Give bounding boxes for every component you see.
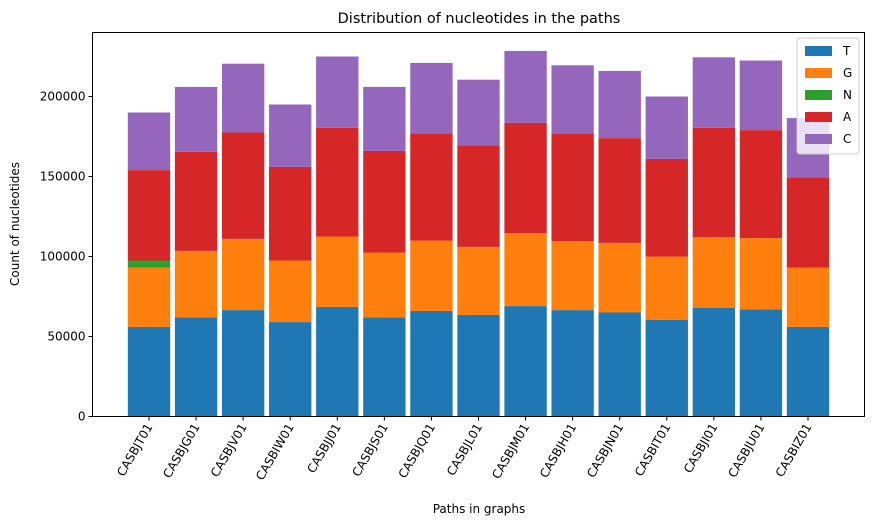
bar-t-casbiz01 [786,326,830,417]
legend-swatch-a [805,112,832,122]
bar-a-casbiw01 [269,166,312,261]
bar-t-casbjj01 [316,306,359,417]
bar-c-casbit01 [645,96,688,159]
bar-c-casbjq01 [410,62,453,134]
bar-t-casbjg01 [174,317,218,417]
bar-g-casbiz01 [786,267,830,327]
y-tick-label: 0 [78,410,86,424]
x-tick-label: CASBJG01 [160,421,202,480]
x-tick-label: CASBJN01 [584,421,626,480]
x-tick-label: CASBJH01 [537,421,579,480]
bar-g-casbiw01 [269,260,312,323]
bar-t-casbjq01 [410,310,453,417]
x-tick-label: CASBJV01 [208,421,250,480]
bar-t-casbjl01 [457,314,500,417]
bar-a-casbjm01 [504,122,547,234]
x-tick-label: CASBIT01 [632,421,673,479]
bar-a-casbjl01 [457,145,500,247]
bar-c-casbiw01 [269,104,312,167]
chart-title: Distribution of nucleotides in the paths [338,11,621,27]
x-axis-ticks: CASBJT01 CASBJG01 CASBJV01 CASBIW01 CASBJJ01… [114,416,815,483]
bar-a-casbji01 [692,127,736,238]
y-tick-label: 200000 [40,90,86,104]
legend-swatch-c [805,134,832,144]
bar-a-casbjh01 [551,133,594,242]
bar-c-casbjt01 [127,112,171,171]
bars-group [127,50,830,417]
plot-frame [92,32,865,417]
x-tick-label: CASBJL01 [444,421,485,478]
legend-swatch-t [805,46,832,56]
bar-c-casbjs01 [363,86,406,151]
x-tick-label: CASBJS01 [349,421,391,479]
bar-t-casbjn01 [598,312,641,417]
bar-c-casbjn01 [598,70,641,139]
x-tick-label: CASBJJ01 [304,421,344,475]
bar-g-casbjg01 [174,250,218,318]
legend-swatch-n [805,90,832,100]
bar-a-casbjg01 [174,151,218,251]
x-tick-label: CASBIW01 [253,421,297,483]
bar-c-casbjg01 [174,86,218,152]
bar-g-casbjj01 [316,236,359,307]
bar-c-casbju01 [739,60,783,131]
bar-g-casbjq01 [410,240,453,311]
bar-c-casbjj01 [316,56,359,128]
bar-a-casbjt01 [127,170,171,261]
bar-g-casbjn01 [598,242,641,313]
legend-label-c: C [843,132,851,146]
bar-a-casbju01 [739,130,783,239]
bar-a-casbjv01 [221,132,265,239]
x-tick-label: CASBJT01 [114,421,155,479]
bar-t-casbjv01 [221,310,265,417]
x-axis-label: Paths in graphs [433,502,526,516]
bar-a-casbjs01 [363,150,406,253]
legend-label-t: T [842,44,851,58]
y-axis-label: Count of nucleotides [8,162,22,286]
y-tick-label: 150000 [40,170,86,184]
bar-t-casbju01 [739,309,783,417]
bar-a-casbjn01 [598,138,641,243]
bar-g-casbjh01 [551,241,594,311]
x-tick-label: CASBJI01 [681,421,721,475]
bar-t-casbit01 [645,319,688,417]
bar-g-casbji01 [692,237,736,308]
bar-g-casbjt01 [127,267,171,327]
bar-c-casbjm01 [504,50,547,123]
y-tick-label: 100000 [40,250,86,264]
bar-t-casbjt01 [127,326,171,417]
bar-g-casbjv01 [221,238,265,311]
legend-label-g: G [843,66,852,80]
bar-c-casbjh01 [551,65,594,134]
bar-c-casbjl01 [457,79,500,146]
x-tick-label: CASBJM01 [489,421,532,481]
bar-g-casbjl01 [457,246,500,315]
legend-swatch-g [805,68,832,78]
bar-t-casbjh01 [551,310,594,417]
bar-g-casbit01 [645,256,688,320]
bar-t-casbji01 [692,307,736,417]
legend-label-n: N [843,88,852,102]
bar-t-casbjm01 [504,306,547,417]
bar-a-casbit01 [645,158,688,257]
x-tick-label: CASBJQ01 [396,421,438,481]
bar-t-casbjs01 [363,317,406,417]
y-tick-label: 50000 [47,330,85,344]
bar-t-casbiw01 [269,322,312,417]
bar-n-casbjt01 [127,260,171,268]
bar-g-casbju01 [739,238,783,310]
x-tick-label: CASBJU01 [725,421,767,480]
bar-a-casbiz01 [786,177,830,268]
y-axis-ticks: 0 50000 100000 150000 200000 [40,90,93,424]
legend-label-a: A [843,110,852,124]
bar-c-casbji01 [692,57,736,128]
bar-g-casbjm01 [504,233,547,307]
bar-g-casbjs01 [363,252,406,318]
x-tick-label: CASBIZ01 [773,421,815,480]
bar-c-casbjv01 [221,63,265,133]
bar-a-casbjq01 [410,133,453,241]
bar-a-casbjj01 [316,127,359,237]
